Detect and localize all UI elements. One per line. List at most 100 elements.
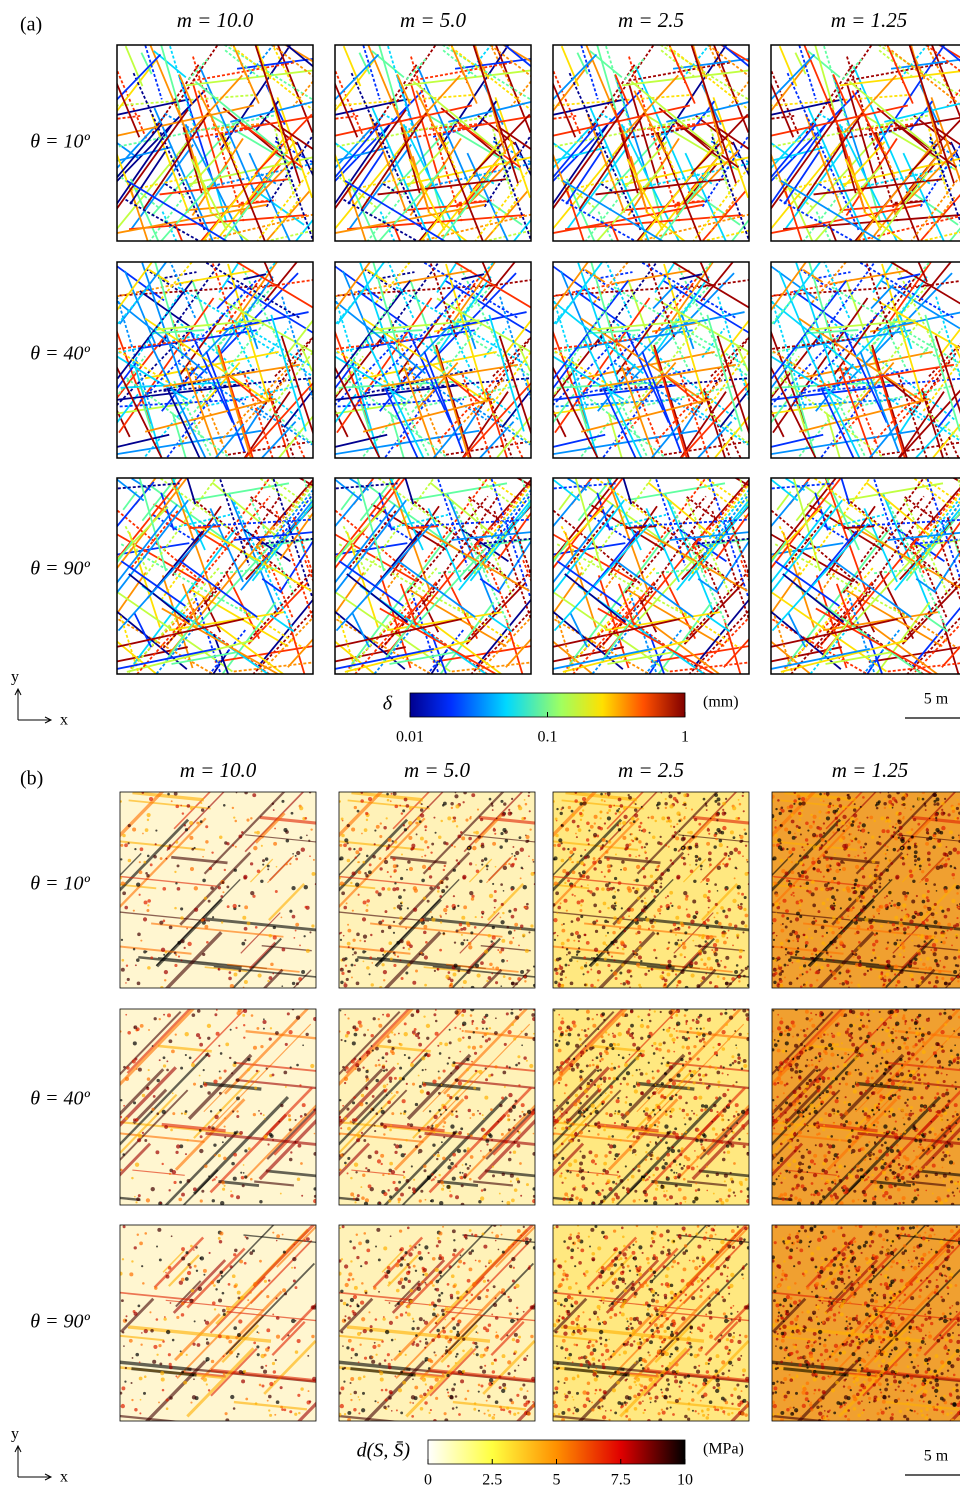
speckle (933, 952, 937, 956)
speckle (340, 856, 344, 860)
speckle (940, 926, 943, 929)
speckle (365, 951, 367, 953)
speckle (289, 910, 292, 913)
speckle (341, 968, 343, 970)
speckle (448, 1057, 450, 1059)
speckle (577, 935, 581, 939)
speckle (185, 1153, 187, 1155)
speckle (871, 836, 874, 839)
speckle (278, 1121, 280, 1123)
speckle (857, 955, 861, 959)
speckle (556, 958, 560, 962)
speckle (266, 1067, 268, 1069)
speckle (579, 951, 581, 953)
speckle (393, 932, 395, 934)
speckle (426, 1024, 430, 1028)
speckle (695, 859, 698, 862)
speckle (474, 926, 477, 929)
speckle (607, 932, 609, 934)
speckle (486, 980, 488, 982)
speckle (526, 969, 528, 971)
speckle (892, 923, 895, 926)
speckle (160, 857, 163, 860)
speckle (238, 1008, 242, 1012)
speckle (722, 809, 724, 811)
speckle (127, 1031, 131, 1035)
speckle (599, 811, 602, 814)
speckle (583, 956, 586, 959)
speckle (234, 869, 237, 872)
speckle (439, 1052, 442, 1055)
speckle (466, 1068, 469, 1071)
speckle (580, 861, 584, 865)
speckle (814, 887, 818, 891)
speckle (826, 869, 829, 872)
speckle (285, 1086, 287, 1088)
speckle (421, 856, 423, 858)
speckle (772, 883, 774, 885)
speckle (568, 806, 571, 809)
speckle (381, 1110, 385, 1114)
speckle (511, 798, 513, 800)
speckle (640, 822, 643, 825)
speckle (524, 975, 527, 978)
speckle (784, 964, 787, 967)
speckle (492, 809, 494, 811)
speckle (599, 827, 603, 831)
speckle (799, 855, 802, 858)
speckle (383, 979, 385, 981)
speckle (574, 799, 578, 803)
speckle (396, 941, 400, 945)
speckle (792, 892, 794, 894)
speckle (903, 956, 905, 958)
speckle (423, 1083, 427, 1087)
speckle (615, 812, 617, 814)
speckle (870, 968, 872, 970)
speckle (434, 970, 436, 972)
speckle (691, 974, 695, 978)
speckle (347, 970, 350, 973)
speckle (295, 858, 298, 861)
speckle (688, 926, 691, 929)
speckle (683, 862, 686, 865)
speckle (389, 1080, 392, 1083)
speckle (416, 833, 418, 835)
speckle (199, 1129, 202, 1132)
speckle (707, 896, 710, 899)
speckle (874, 869, 877, 872)
speckle (928, 866, 930, 868)
speckle (618, 798, 622, 802)
speckle (566, 939, 569, 942)
speckle (931, 912, 935, 916)
speckle (441, 889, 445, 893)
speckle (504, 1043, 507, 1046)
speckle (288, 1118, 291, 1121)
speckle (256, 831, 260, 835)
speckle (860, 846, 863, 849)
speckle (605, 935, 607, 937)
speckle (741, 893, 744, 896)
speckle (219, 1071, 221, 1073)
speckle (936, 964, 939, 967)
speckle (148, 1069, 150, 1071)
speckle (204, 1082, 206, 1084)
speckle (875, 940, 879, 944)
speckle (784, 828, 788, 832)
speckle (651, 890, 654, 893)
speckle (466, 939, 468, 941)
speckle (515, 851, 519, 855)
speckle (722, 802, 726, 806)
speckle (811, 953, 814, 956)
speckle (463, 980, 467, 984)
speckle (876, 807, 879, 810)
speckle (645, 857, 648, 860)
speckle (432, 1143, 435, 1146)
speckle (941, 809, 943, 811)
speckle (923, 922, 926, 925)
speckle (286, 839, 289, 842)
speckle (481, 864, 483, 866)
speckle (826, 932, 828, 934)
speckle (404, 798, 408, 802)
speckle (483, 1135, 487, 1139)
speckle (470, 816, 472, 818)
